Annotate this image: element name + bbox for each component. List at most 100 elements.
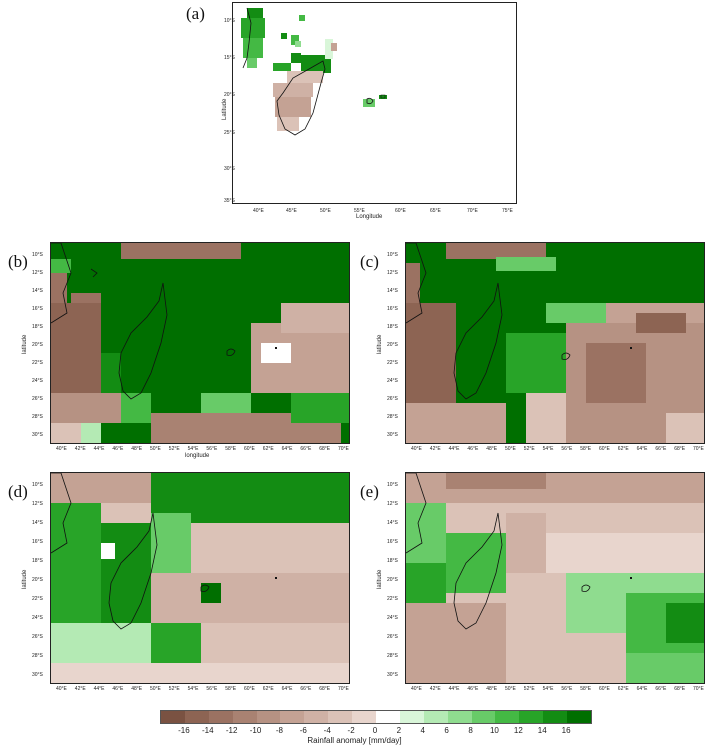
panel-b-xlabel: longitude [185,453,210,459]
panel-c-xtick: 60°E [599,446,610,452]
panel-c-ytick: 30°S [387,432,398,438]
panel-e-label: (e) [360,482,379,501]
colorbar-swatch [352,711,377,723]
panel-a-ytick: 15°S [224,55,235,61]
panel-b-map-svg [51,243,349,443]
panel-d-ytick: 16°S [32,539,43,545]
panel-c-xtick: 58°E [580,446,592,452]
panel-c-ytick: 22°S [387,360,398,366]
panel-a-ytick: 30°S [224,166,235,172]
panel-c-xtick: 42°E [429,446,441,452]
panel-a-ytick: 25°S [224,130,235,136]
panel-e-map-svg [406,473,704,683]
colorbar-swatch [471,711,496,723]
panel-b-xtick: 42°E [74,446,86,452]
panel-b-xtick: 46°E [112,446,124,452]
panel-a-ylabel: Latitude [222,98,228,120]
panel-a-xtick: 50°E [320,208,331,214]
panel-c-xtick: 64°E [636,446,648,452]
panel-c-ylabel: latitude [377,334,383,354]
panel-b-xtick: 50°E [150,446,161,452]
panel-d-xtick: 44°E [93,686,105,692]
panel-e-xtick: 40°E [411,686,422,692]
colorbar [160,710,592,724]
panel-e-xtick: 62°E [617,686,629,692]
panel-d-xtick: 52°E [168,686,180,692]
panel-c-xtick: 62°E [617,446,629,452]
panel-b-xtick: 52°E [168,446,180,452]
panel-e-ytick: 14°S [387,520,398,526]
colorbar-swatch [232,711,257,723]
panel-c-ytick: 28°S [387,414,398,420]
panel-b-xtick: 56°E [206,446,218,452]
panel-a-xtick: 55°E [354,208,365,214]
colorbar-tick-label: 14 [537,726,547,735]
panel-b-ytick: 30°S [32,432,43,438]
panel-d-xtick: 48°E [131,686,143,692]
panel-a-xtick: 60°E [395,208,406,214]
panel-b-ytick: 16°S [32,306,43,312]
panel-d-ytick: 28°S [32,653,43,659]
panel-b-xtick: 54°E [187,446,199,452]
panel-c-ytick: 14°S [387,288,398,294]
panel-a-xtick: 65°E [430,208,441,214]
panel-c-xtick: 48°E [486,446,498,452]
panel-a-xlabel: Longitude [356,214,383,220]
colorbar-swatch [256,711,281,723]
colorbar-tick-label: 6 [444,726,449,735]
panel-e-map [405,472,705,684]
panel-b-xtick: 58°E [225,446,237,452]
panel-b-map [50,242,350,444]
panel-e-xtick: 66°E [655,686,667,692]
panel-d-xtick: 68°E [319,686,331,692]
panel-d-xtick: 62°E [262,686,274,692]
panel-a-ytick: 35°S [224,198,235,204]
colorbar-tick-label: 16 [561,726,571,735]
colorbar-tick-label: -16 [178,726,190,735]
panel-c-ytick: 16°S [387,306,398,312]
colorbar-tick-label: -8 [275,726,283,735]
panel-e-ytick: 20°S [387,577,398,583]
colorbar-tick-label: -10 [249,726,262,735]
panel-b-xtick: 68°E [319,446,331,452]
panel-d-xtick: 42°E [74,686,86,692]
panel-a-map [232,2,517,204]
panel-a-xtick: 75°E [502,208,513,214]
colorbar-title: Rainfall anomaly [mm/day] [307,736,402,745]
panel-b-xtick: 40°E [56,446,67,452]
panel-e-xtick: 58°E [580,686,592,692]
panel-e-ytick: 26°S [387,634,398,640]
panel-c-ytick: 20°S [387,342,398,348]
panel-c-xtick: 50°E [505,446,516,452]
panel-a-xtick: 70°E [467,208,478,214]
colorbar-swatch [543,711,568,723]
panel-c-label: (c) [360,252,379,271]
panel-e-ytick: 12°S [387,501,398,507]
panel-a-xtick: 40°E [253,208,264,214]
panel-b-ytick: 10°S [32,252,43,258]
panel-c-xtick: 66°E [655,446,667,452]
panel-d-xtick: 60°E [244,686,255,692]
panel-b-ytick: 28°S [32,414,43,420]
colorbar-tick-label: -2 [347,726,355,735]
panel-c-xtick: 70°E [693,446,704,452]
panel-c-map [405,242,705,444]
panel-d-xtick: 46°E [112,686,124,692]
panel-a-ytick: 20°S [224,92,235,98]
panel-c-xtick: 52°E [523,446,535,452]
panel-b-xtick: 62°E [262,446,274,452]
panel-e-ytick: 28°S [387,653,398,659]
panel-c-xtick: 46°E [467,446,479,452]
panel-c-xtick: 56°E [561,446,573,452]
panel-d-xtick: 56°E [206,686,218,692]
panel-d-map-svg [51,473,349,683]
panel-e-xtick: 50°E [505,686,516,692]
colorbar-tick-label: 12 [513,726,523,735]
panel-e-xtick: 68°E [674,686,686,692]
panel-d-label: (d) [8,482,28,501]
panel-c-ytick: 10°S [387,252,398,258]
panel-d-xtick: 50°E [150,686,161,692]
colorbar-swatch [184,711,209,723]
colorbar-tick-label: 10 [489,726,499,735]
colorbar-swatch [280,711,305,723]
